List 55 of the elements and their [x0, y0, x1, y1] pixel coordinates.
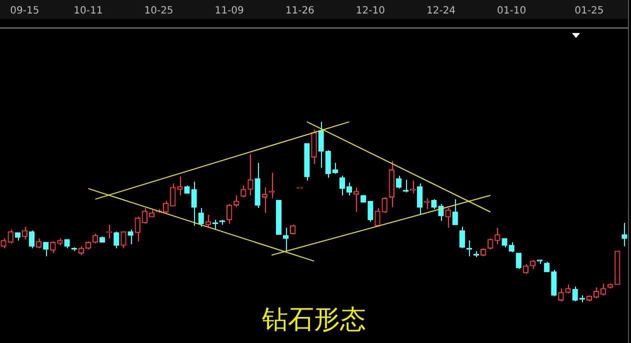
- candlestick: [311, 129, 317, 165]
- candlestick: [8, 229, 14, 244]
- candlestick: [417, 182, 423, 214]
- candlestick: [191, 181, 197, 226]
- x-tick-label: 10-25: [144, 6, 174, 17]
- candlestick: [226, 204, 232, 224]
- candlestick: [134, 216, 140, 242]
- x-tick-label: 10-11: [74, 6, 103, 17]
- candlestick: [544, 261, 550, 272]
- candlestick: [488, 238, 494, 250]
- candlestick: [522, 263, 529, 274]
- candlestick: [558, 288, 564, 302]
- candlestick: [262, 186, 268, 214]
- candlestick: [114, 231, 120, 249]
- x-tick-label: 01-25: [574, 6, 604, 17]
- candlestick: [368, 200, 374, 222]
- x-tick-label: 09-15: [10, 6, 40, 17]
- candlestick: [622, 222, 628, 247]
- candlestick: [459, 226, 466, 249]
- candlestick: [282, 227, 289, 252]
- candlestick: [516, 252, 522, 270]
- candlestick: [22, 226, 28, 240]
- candlestick: [170, 182, 176, 207]
- x-tick-label: 01-10: [497, 6, 526, 17]
- candlestick: [318, 121, 324, 168]
- candlestick: [43, 242, 49, 257]
- candlestick: [248, 154, 254, 196]
- candlestick: [494, 227, 500, 245]
- candlestick: [50, 240, 56, 254]
- candlestick: [354, 186, 360, 212]
- candlestick: [438, 204, 444, 222]
- candlestick: [374, 208, 380, 228]
- candlestick: [198, 208, 204, 228]
- x-tick-label: 11-09: [214, 6, 244, 17]
- candlestick: [28, 230, 35, 249]
- candlestick: [142, 208, 148, 224]
- candlestick: [36, 238, 42, 249]
- text: 钻石形态: [261, 305, 366, 336]
- candlestick: [382, 196, 388, 214]
- x-tick-label: 12-10: [356, 6, 385, 17]
- candlestick: [290, 224, 296, 236]
- candlestick: [240, 184, 246, 198]
- candlestick: [177, 176, 183, 196]
- candlestick: [325, 150, 331, 178]
- candlestick: [234, 194, 240, 208]
- x-tick-label: 12-24: [426, 6, 456, 17]
- candlestick: [452, 198, 458, 226]
- candlestick: [120, 231, 126, 249]
- candlestick: [106, 224, 112, 240]
- candlestick: [396, 175, 402, 190]
- candlestick: [128, 229, 134, 245]
- candlestick: [572, 286, 578, 302]
- candlestick: [551, 269, 557, 297]
- x-tick-label: 11-26: [285, 6, 314, 17]
- candlestick: [445, 208, 451, 228]
